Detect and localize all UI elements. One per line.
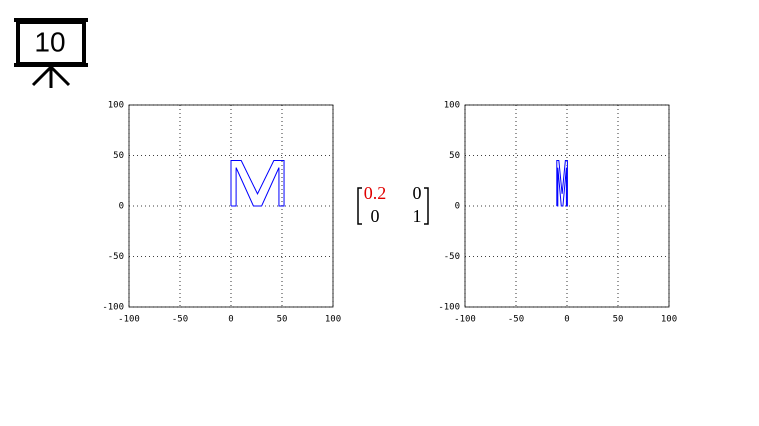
y-tick-label: -50 <box>108 252 124 262</box>
y-tick-label: 0 <box>119 202 124 212</box>
matrix-entry: 0 <box>413 183 422 203</box>
plot-frame <box>128 104 334 308</box>
x-tick-label: 50 <box>277 315 288 325</box>
x-tick-label: -50 <box>172 315 188 325</box>
x-tick-label: -100 <box>454 315 476 325</box>
x-tick-label: -50 <box>508 315 524 325</box>
matrix-entry: 1 <box>413 206 422 226</box>
matrix-entry: 0.2 <box>364 183 387 203</box>
data-line <box>556 160 568 207</box>
y-tick-label: 0 <box>455 202 460 212</box>
plot-frame <box>464 104 670 308</box>
y-tick-label: 50 <box>449 151 460 161</box>
y-tick-label: 100 <box>108 101 124 111</box>
y-tick-label: -100 <box>438 303 460 313</box>
y-tick-label: 100 <box>444 101 460 111</box>
matrix-entry: 0 <box>371 206 380 226</box>
matrix: 0.2 0 0 1 <box>357 183 429 226</box>
x-tick-label: 0 <box>564 315 569 325</box>
x-tick-label: 0 <box>228 315 233 325</box>
x-tick-label: -100 <box>118 315 140 325</box>
y-tick-label: 50 <box>113 151 124 161</box>
x-tick-label: 100 <box>325 315 341 325</box>
x-tick-label: 50 <box>613 315 624 325</box>
slide-number: 10 <box>34 26 65 57</box>
data-line <box>230 160 285 207</box>
y-tick-label: -100 <box>102 303 124 313</box>
x-tick-label: 100 <box>661 315 677 325</box>
slide-icon: 10 <box>14 18 88 88</box>
y-tick-label: -50 <box>444 252 460 262</box>
